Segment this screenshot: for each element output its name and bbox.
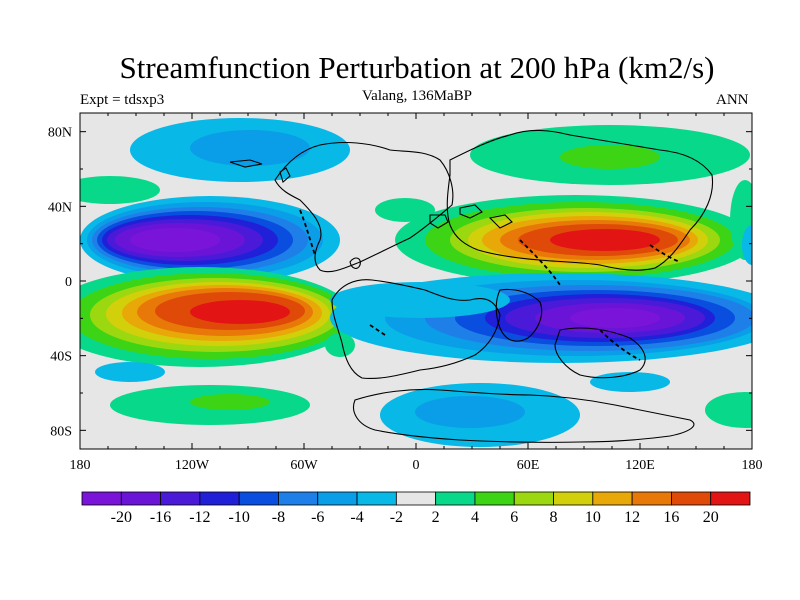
colorbar-swatch [710,491,751,506]
colorbar-swatch [474,491,515,506]
colorbar-swatch [671,491,712,506]
atlantic-low [330,282,510,318]
high-patch-nw [80,176,160,204]
colorbar-swatch [513,491,554,506]
colorbar-swatch [81,491,122,506]
x-tick-label: 180 [70,458,91,473]
colorbar-label: 6 [510,509,518,526]
colorbar-swatch [553,491,594,506]
north-pacific-low [80,196,340,284]
contour-field [80,113,752,449]
south-pacific-high [80,267,355,367]
colorbar-swatch [317,491,358,506]
colorbar-swatch [199,491,240,506]
low-patch-indian-south [590,372,670,392]
x-tick-label: 120W [175,458,210,473]
colorbar-label: 12 [624,509,640,526]
period-label: Valang, 136MaBP [362,88,472,104]
colorbar-swatch [395,491,437,506]
y-tick-label: 0 [65,275,72,290]
colorbar-label: 2 [432,509,440,526]
colorbar-swatch [435,491,476,506]
experiment-label: Expt = tdsxp3 [80,92,165,108]
x-tick-label: 120E [625,458,655,473]
y-tick-label: 40S [50,350,72,365]
colorbar-label: -4 [350,509,363,526]
y-tick-label: 80S [50,424,72,439]
colorbar-label: -10 [229,509,250,526]
colorbar-label: 8 [550,509,558,526]
colorbar-swatch [238,491,279,506]
y-axis: 80N 40N 0 40S 80S [48,126,752,439]
season-label: ANN [716,92,749,108]
colorbar-label: 20 [703,509,719,526]
colorbar-label: -6 [311,509,324,526]
x-tick-label: 60E [517,458,540,473]
colorbar-label: -20 [111,509,132,526]
low-patch-atlantic-south [325,333,355,357]
high-patch-atlantic [375,198,435,222]
colorbar-label: -16 [150,509,171,526]
colorbar-swatch [592,491,633,506]
arctic-low [130,118,350,182]
y-tick-label: 80N [48,126,72,141]
continent-outlines [229,129,714,443]
high-patch-sw-core [190,394,270,410]
y-tick-label: 40N [48,200,72,215]
siberian-high [470,125,750,185]
colorbar-label: -8 [272,509,285,526]
coastline-dashes [299,209,681,361]
x-tick-label: 0 [413,458,420,473]
colorbar-label: 16 [663,509,679,526]
asian-high [395,195,752,285]
colorbar: -20 -16 -12 -10 -8 -6 -4 -2 2 4 6 8 10 12 16 20 [81,491,751,526]
colorbar-swatch [356,491,397,506]
colorbar-swatch [631,491,672,506]
colorbar-swatch [160,491,201,506]
colorbar-label: 4 [471,509,479,526]
colorbar-swatch [278,491,319,506]
x-axis: 180 120W 60W 0 60E 120E 180 [70,113,763,473]
colorbar-label: -2 [390,509,403,526]
colorbar-label: 10 [585,509,601,526]
high-patch-se [705,392,752,428]
x-tick-label: 60W [290,458,318,473]
antarctic-low [380,383,580,447]
colorbar-label: -12 [189,509,210,526]
colorbar-swatch [120,491,161,506]
low-patch-pacific-south [95,362,165,382]
x-tick-label: 180 [742,458,763,473]
plot-title: Streamfunction Perturbation at 200 hPa (… [119,50,715,85]
low-patch-east-edge [742,225,752,265]
